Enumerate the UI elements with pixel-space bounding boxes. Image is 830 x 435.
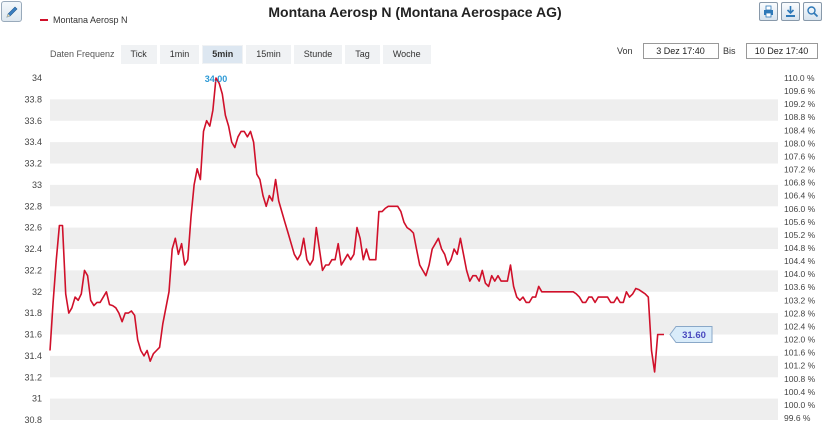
- y-tick-label: 31.2: [24, 372, 42, 382]
- y-tick-label: 31.6: [24, 330, 42, 340]
- print-icon: [764, 5, 773, 18]
- to-date-input[interactable]: [745, 43, 818, 59]
- y2-tick-label: 106.0 %: [784, 204, 816, 214]
- plot-band: [50, 313, 778, 335]
- chart-toolbar: [759, 2, 822, 21]
- y-tick-label: 32.6: [24, 223, 42, 233]
- plot-band: [50, 99, 778, 121]
- y2-tick-label: 107.2 %: [784, 165, 816, 175]
- y-tick-label: 32.2: [24, 265, 42, 275]
- y-tick-label: 30.8: [24, 415, 42, 425]
- y2-tick-label: 102.8 %: [784, 308, 816, 318]
- y2-tick-label: 104.8 %: [784, 243, 816, 253]
- y-tick-label: 31.8: [24, 308, 42, 318]
- chart-legend[interactable]: Montana Aerosp N: [40, 15, 128, 25]
- plot-band: [50, 355, 778, 378]
- y-tick-label: 33.2: [24, 159, 42, 169]
- last-price-box: [669, 326, 713, 343]
- y-tick-label: 33.4: [24, 137, 42, 147]
- download-icon: [786, 6, 795, 17]
- frequency-option-5min[interactable]: 5min: [202, 44, 244, 64]
- frequency-label: Daten Frequenz: [50, 49, 115, 59]
- last-price-callout: 31.60: [669, 326, 713, 343]
- y2-tick-label: 105.2 %: [784, 230, 816, 240]
- y2-tick-label: 103.6 %: [784, 282, 816, 292]
- plot-bands: [50, 99, 778, 420]
- from-label: Von: [617, 46, 633, 56]
- y2-tick-label: 100.0 %: [784, 400, 816, 410]
- range-to: Bis: [723, 43, 818, 59]
- edit-button[interactable]: [1, 1, 22, 22]
- y2-tick-label: 104.4 %: [784, 256, 816, 266]
- y-tick-label: 32.4: [24, 244, 42, 254]
- legend-label: Montana Aerosp N: [53, 15, 128, 25]
- y2-tick-label: 102.4 %: [784, 321, 816, 331]
- price-line: [49, 77, 664, 373]
- y-axis-right: 99.6 % 100.0 % 100.4 % 100.8 % 101.2 % 101.6 …: [784, 73, 816, 423]
- y2-tick-label: 110.0 %: [784, 73, 815, 83]
- legend-swatch: [40, 19, 48, 21]
- y2-tick-label: 102.0 %: [784, 335, 816, 345]
- frequency-option-1min[interactable]: 1min: [159, 44, 200, 64]
- plot-band: [50, 184, 778, 207]
- frequency-option-woche[interactable]: Woche: [382, 44, 431, 64]
- max-annotation: 34.00: [205, 74, 228, 84]
- y-tick-label: 32.8: [24, 201, 42, 211]
- download-button[interactable]: [781, 2, 800, 21]
- from-date-input[interactable]: [642, 43, 719, 59]
- y2-tick-label: 107.6 %: [784, 151, 816, 161]
- y-tick-label: 34: [32, 73, 42, 83]
- y2-tick-label: 100.8 %: [784, 374, 816, 384]
- print-button[interactable]: [759, 2, 778, 21]
- y2-tick-label: 101.2 %: [784, 361, 816, 371]
- y2-tick-label: 106.8 %: [784, 178, 816, 188]
- y-tick-label: 31.4: [24, 351, 42, 361]
- y-tick-label: 33: [32, 180, 42, 190]
- y2-tick-label: 99.6 %: [784, 413, 811, 423]
- y-tick-label: 31: [32, 394, 42, 404]
- y2-tick-label: 104.0 %: [784, 269, 816, 279]
- y2-tick-label: 101.6 %: [784, 348, 816, 358]
- chart-title: Montana Aerosp N (Montana Aerospace AG): [268, 4, 562, 20]
- plot-band: [50, 398, 778, 420]
- to-label: Bis: [723, 46, 736, 56]
- max-value-label: 34.00: [205, 74, 228, 84]
- y2-tick-label: 108.4 %: [784, 125, 816, 135]
- frequency-option-tag[interactable]: Tag: [345, 44, 380, 64]
- chart-header: Montana Aerosp N Montana Aerosp N (Monta…: [0, 0, 830, 40]
- y-axis-left: 30.8 31 31.2 31.4 31.6 31.8 32 32.2 32.4 32.6 32.8…: [24, 73, 42, 425]
- pencil-icon: [6, 6, 17, 17]
- y-tick-label: 33.8: [24, 94, 42, 104]
- y2-tick-label: 106.4 %: [784, 191, 816, 201]
- frequency-option-tick[interactable]: Tick: [120, 44, 157, 64]
- y2-tick-label: 108.0 %: [784, 138, 816, 148]
- y2-tick-label: 105.6 %: [784, 217, 816, 227]
- range-from: Von: [617, 43, 719, 59]
- magnifier-icon: [807, 6, 819, 18]
- last-price-label: 31.60: [682, 330, 706, 341]
- frequency-option-stunde[interactable]: Stunde: [293, 44, 343, 64]
- y2-tick-label: 103.2 %: [784, 295, 816, 305]
- zoom-reset-button[interactable]: [803, 2, 822, 21]
- y-tick-label: 32: [32, 287, 42, 297]
- plot-band: [50, 270, 778, 292]
- plot-band: [50, 142, 778, 164]
- y2-tick-label: 108.8 %: [784, 112, 816, 122]
- y2-tick-label: 109.6 %: [784, 86, 816, 96]
- frequency-option-15min[interactable]: 15min: [246, 44, 291, 64]
- y2-tick-label: 100.4 %: [784, 387, 816, 397]
- y2-tick-label: 109.2 %: [784, 99, 816, 109]
- y-tick-label: 33.6: [24, 116, 42, 126]
- frequency-selector: Daten Frequenz Tick 1min 5min 15min Stunde Ta…: [50, 44, 434, 64]
